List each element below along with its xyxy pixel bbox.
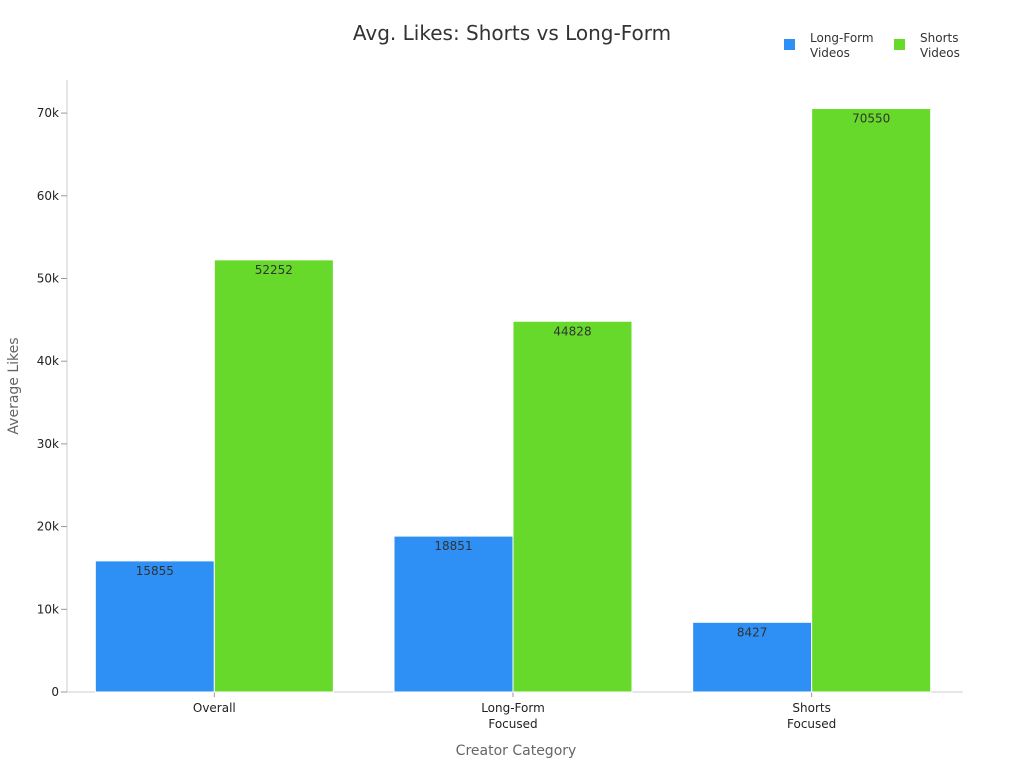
bar-shorts-videos-2 [811,108,932,693]
data-label: 18851 [434,539,472,553]
y-tick-label: 70k [37,106,59,120]
legend-label: Shorts Videos [920,31,960,60]
x-tick-label: Overall [193,701,236,715]
y-tick-label: 60k [37,189,59,203]
data-label: 70550 [852,112,890,126]
bar-shorts-videos-0 [213,259,334,693]
y-tick-label: 0 [51,685,59,699]
legend-swatch [784,39,795,50]
data-labels: 15855 52252 18851 44828 8427 70550 [136,112,891,640]
legend-swatch [894,39,905,50]
x-tick-label: Shorts Focused [787,701,836,731]
data-label: 8427 [737,625,768,639]
bar-long-form-videos-2 [692,621,813,693]
legend: Long-Form Videos Shorts Videos [784,31,960,60]
bars [94,108,932,693]
x-axis-title: Creator Category [456,743,577,759]
y-axis: 0 10k 20k 30k 40k 50k 60k 70k [37,80,68,699]
y-tick-label: 20k [37,520,59,534]
y-axis-title: Average Likes [6,337,22,434]
data-label: 52252 [255,263,293,277]
bar-shorts-videos-1 [512,320,633,693]
y-tick-label: 30k [37,437,59,451]
data-label: 15855 [136,564,174,578]
y-tick-label: 40k [37,354,59,368]
data-label: 44828 [553,324,591,338]
y-tick-label: 10k [37,602,59,616]
x-tick-label: Long-Form Focused [481,701,545,731]
chart-title: Avg. Likes: Shorts vs Long-Form [353,21,671,45]
bar-long-form-videos-1 [393,535,514,693]
legend-label: Long-Form Videos [810,31,874,60]
y-tick-label: 50k [37,271,59,285]
x-axis: Overall Long-Form Focused Shorts Focused [67,691,963,731]
bar-long-form-videos-0 [94,560,215,693]
